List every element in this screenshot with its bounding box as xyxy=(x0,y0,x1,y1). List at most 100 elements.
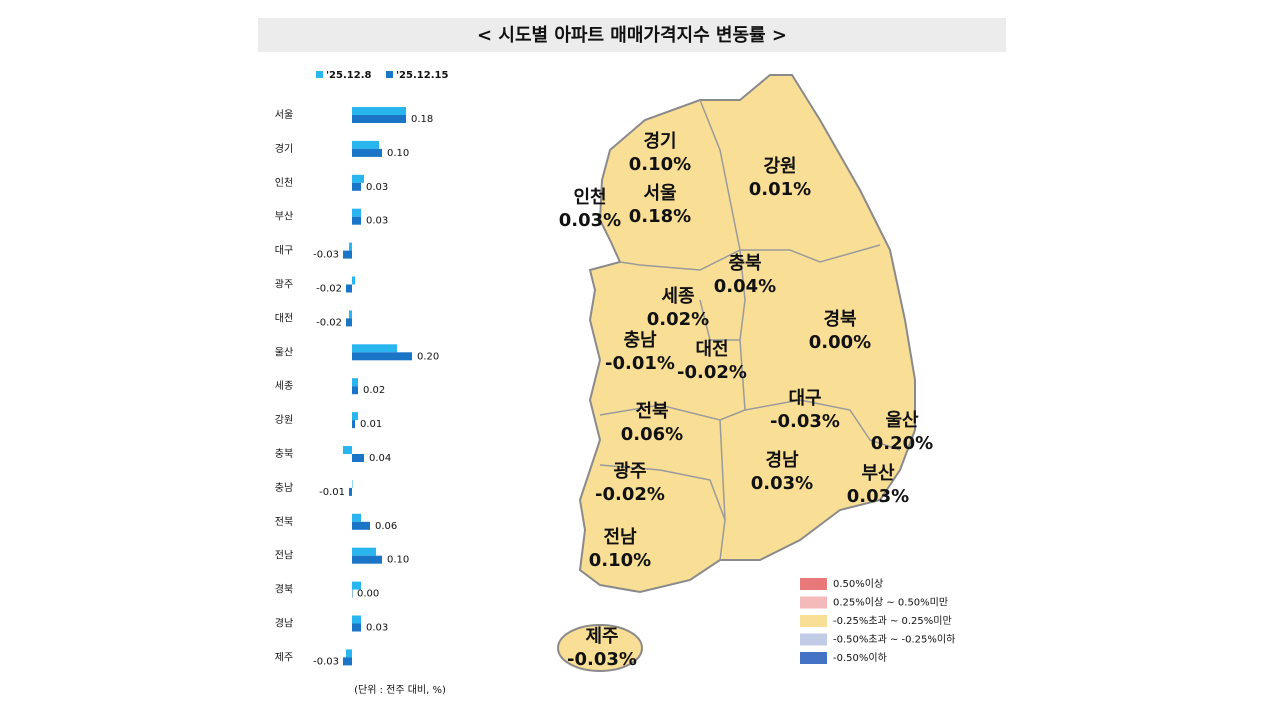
category-label: 울산 xyxy=(275,346,293,358)
value-label: -0.03 xyxy=(313,250,339,261)
region-change: 0.00% xyxy=(809,332,871,353)
bar xyxy=(352,479,353,488)
region-name: 대전 xyxy=(695,339,728,360)
region-change: 0.01% xyxy=(749,179,811,200)
region-name: 전북 xyxy=(635,401,668,422)
bar xyxy=(352,216,361,225)
bar xyxy=(352,107,406,115)
jeju-island xyxy=(557,624,643,672)
bar xyxy=(352,555,382,564)
category-label: 부산 xyxy=(275,211,293,223)
bar xyxy=(352,412,358,421)
legend-swatch xyxy=(386,71,393,78)
region-change: 0.18% xyxy=(629,206,691,227)
map-legend-swatch xyxy=(800,615,827,627)
region-change: 0.20% xyxy=(871,433,933,454)
region-change: -0.01% xyxy=(605,353,675,374)
value-label: 0.10 xyxy=(387,148,409,159)
legend-label: '25.12.15 xyxy=(396,70,448,81)
bar xyxy=(343,250,352,259)
bar xyxy=(352,352,412,361)
bar xyxy=(352,521,370,530)
region-name: 제주 xyxy=(585,626,618,647)
bar xyxy=(346,284,352,293)
bar xyxy=(352,547,376,556)
region-name: 강원 xyxy=(763,156,796,177)
map-legend-label: -0.50%이하 xyxy=(833,651,887,664)
map-legend-label: 0.25%이상 ~ 0.50%미만 xyxy=(833,597,948,609)
region-name: 충남 xyxy=(623,330,657,351)
category-label: 대전 xyxy=(275,312,293,324)
map: 경기0.10% 강원0.01%인천0.03%서울0.18%충북0.04%세종0.0… xyxy=(557,74,933,672)
bar xyxy=(349,487,352,496)
region-change: 0.06% xyxy=(621,424,683,445)
value-label: 0.03 xyxy=(366,623,388,634)
bar xyxy=(352,589,353,598)
bar xyxy=(349,310,352,319)
value-label: -0.02 xyxy=(316,317,342,328)
bar xyxy=(352,623,361,632)
region-change: 0.02% xyxy=(647,309,709,330)
region-name: 경기 xyxy=(643,131,676,152)
region-change: 0.03% xyxy=(751,473,813,494)
region-change: -0.03% xyxy=(567,649,637,670)
category-label: 충북 xyxy=(275,448,293,460)
bar xyxy=(352,115,406,123)
bar xyxy=(352,378,358,387)
bar xyxy=(349,242,352,251)
region-change: 0.10% xyxy=(629,154,691,175)
bar xyxy=(352,174,364,183)
category-label: 강원 xyxy=(275,414,293,426)
bar xyxy=(352,148,382,157)
region-change: -0.02% xyxy=(595,484,665,505)
region-name: 경북 xyxy=(823,309,856,330)
map-legend-swatch xyxy=(800,633,827,646)
bar xyxy=(343,446,352,454)
map-legend-swatch xyxy=(800,652,827,664)
region-name: 인천 xyxy=(573,187,606,208)
bar xyxy=(352,276,355,285)
region-change: 0.10% xyxy=(589,550,651,571)
category-label: 세종 xyxy=(275,380,293,392)
value-label: 0.06 xyxy=(375,521,397,532)
region-borders xyxy=(599,99,901,561)
bar xyxy=(352,420,355,429)
region-name: 충북 xyxy=(728,253,761,274)
legend-label: '25.12.8 xyxy=(326,70,371,81)
bar xyxy=(352,182,361,191)
region-name: 경남 xyxy=(765,450,799,471)
bar xyxy=(346,318,352,327)
region-change: -0.02% xyxy=(677,362,747,383)
chart-title: < 시도별 아파트 매매가격지수 변동률 > xyxy=(477,25,787,46)
mainland xyxy=(578,74,916,594)
unit-note: (단위 : 전주 대비, %) xyxy=(354,683,446,696)
category-label: 경남 xyxy=(275,617,293,630)
category-label: 전남 xyxy=(275,550,293,562)
value-label: 0.20 xyxy=(417,351,439,362)
map-legend-label: -0.50%초과 ~ -0.25%이하 xyxy=(833,633,955,646)
region-change: -0.03% xyxy=(770,411,840,432)
bar xyxy=(352,454,364,462)
category-label: 경북 xyxy=(275,583,293,596)
region-change: 0.03% xyxy=(847,486,909,507)
category-label: 인천 xyxy=(275,177,293,189)
region-name: 대구 xyxy=(788,388,821,409)
bar xyxy=(352,344,397,353)
category-label: 광주 xyxy=(275,279,293,291)
value-label: 0.00 xyxy=(357,589,379,600)
legend-swatch xyxy=(316,71,323,78)
region-name: 세종 xyxy=(661,286,694,307)
region-name: 울산 xyxy=(885,410,919,431)
value-label: 0.01 xyxy=(360,419,382,430)
bar xyxy=(352,615,361,624)
value-label: 0.03 xyxy=(366,216,388,227)
bar xyxy=(352,386,358,395)
value-label: -0.03 xyxy=(313,656,339,667)
value-label: 0.10 xyxy=(387,555,409,566)
value-label: -0.02 xyxy=(316,284,342,295)
map-legend-label: 0.50%이상 xyxy=(833,578,883,590)
region-name: 전남 xyxy=(603,527,637,548)
region-name: 부산 xyxy=(861,463,895,484)
value-label: 0.04 xyxy=(369,453,391,464)
